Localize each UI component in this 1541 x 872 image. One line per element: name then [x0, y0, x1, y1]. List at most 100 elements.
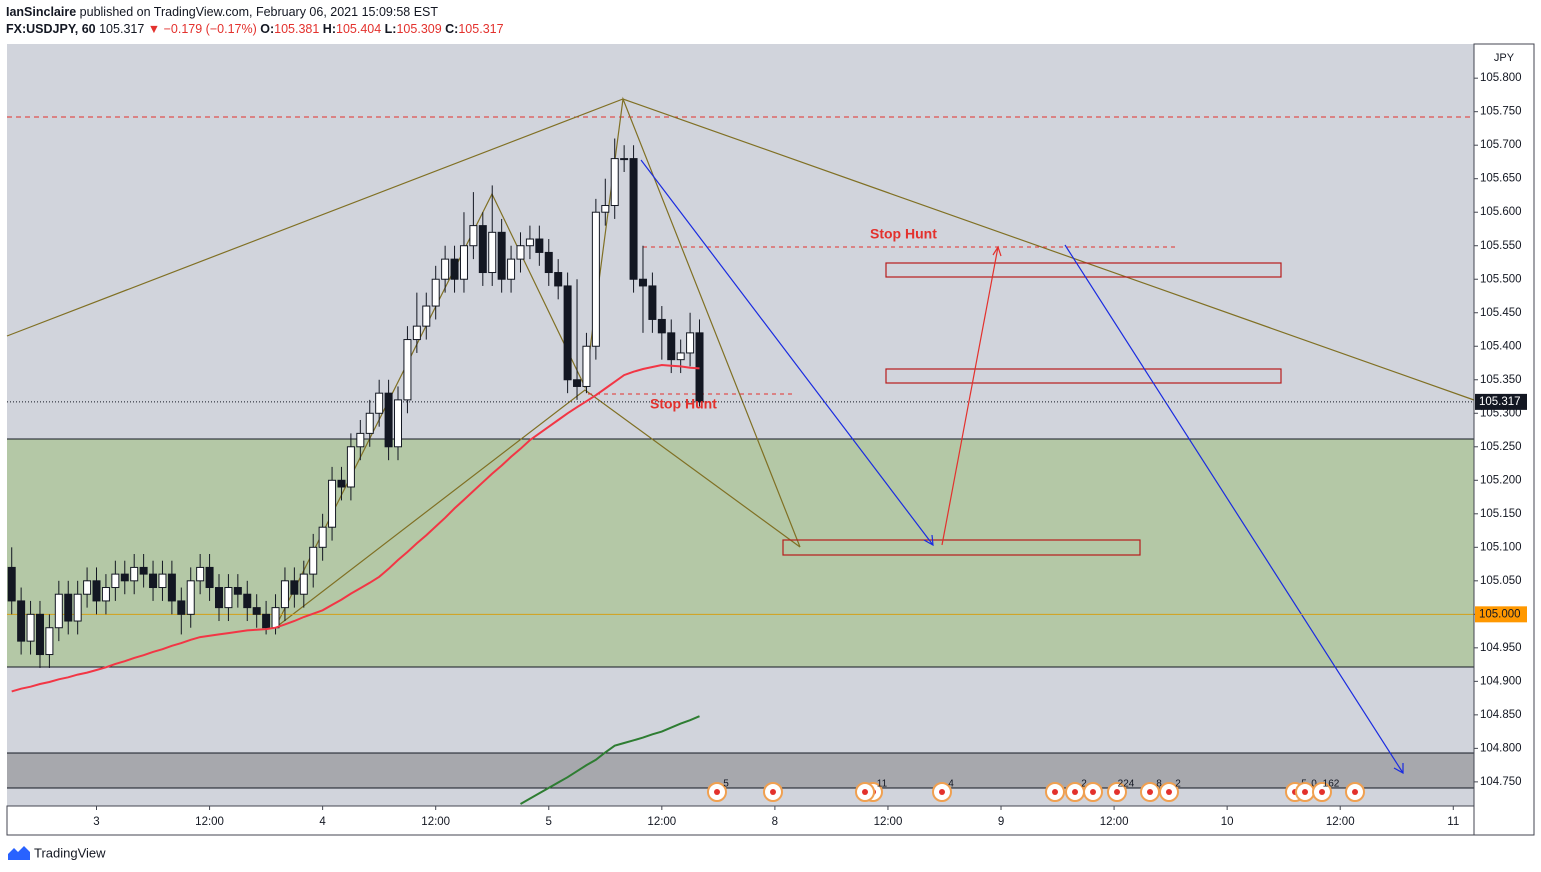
annotation: Stop Hunt — [870, 226, 937, 242]
change: ▼ −0.179 (−0.17%) — [147, 22, 257, 36]
candle-body — [535, 238, 544, 253]
candle-body — [554, 272, 563, 287]
symbol: FX:USDJPY, 60 — [6, 22, 96, 36]
candle-body — [459, 245, 468, 280]
candle-body — [601, 205, 610, 213]
candle-body — [35, 613, 44, 656]
x-tick-label: 12:00 — [874, 816, 903, 828]
x-tick-label: 11 — [1447, 816, 1459, 828]
plot — [7, 138, 1474, 805]
event-dot — [1319, 789, 1325, 795]
candle-body — [525, 238, 534, 247]
l-label: L: — [384, 22, 397, 36]
y-tick-label: 105.200 — [1480, 474, 1522, 486]
event-dot — [1352, 789, 1358, 795]
candle-body — [544, 251, 553, 274]
x-tick-label: 12:00 — [1100, 816, 1129, 828]
candle-body — [582, 345, 591, 387]
candle-body — [591, 211, 600, 347]
y-tick-label: 105.150 — [1480, 508, 1522, 520]
candle-body — [478, 225, 487, 274]
candle-body — [101, 587, 110, 602]
event-count: 162 — [1323, 779, 1340, 790]
l: 105.309 — [396, 22, 442, 36]
candle-body — [384, 392, 393, 448]
candle-body — [205, 566, 214, 589]
candle-body — [111, 573, 120, 589]
candle-body — [196, 566, 205, 582]
candle-body — [149, 573, 158, 589]
candle-body — [271, 607, 280, 629]
y-tick-label: 105.700 — [1480, 139, 1522, 151]
candle-body — [252, 607, 261, 615]
candle-body — [83, 580, 92, 595]
event-count: 8 — [1156, 779, 1162, 790]
h: 105.404 — [336, 22, 382, 36]
y-tick-label: 105.050 — [1480, 575, 1522, 587]
candle-body — [356, 432, 365, 448]
annotation: Stop Hunt — [650, 396, 717, 412]
x-tick-label: 5 — [546, 816, 552, 828]
event-count: 2 — [1081, 779, 1087, 790]
candle-body — [130, 566, 139, 582]
candle-body — [441, 258, 450, 280]
candle-body — [64, 593, 73, 622]
event-count: 2 — [1175, 779, 1181, 790]
y-tick-label: 105.450 — [1480, 307, 1522, 319]
candle-body — [92, 580, 101, 602]
candle-body — [667, 332, 676, 361]
candle-body — [177, 600, 186, 615]
y-tick-label: 104.850 — [1480, 709, 1522, 721]
event-dot — [1072, 789, 1078, 795]
brand: TradingView — [34, 845, 106, 860]
candle-body — [686, 332, 695, 354]
quote-line: FX:USDJPY, 60 105.317 ▼ −0.179 (−0.17%) … — [6, 21, 504, 38]
candle-body — [563, 285, 572, 381]
x-tick-label: 10 — [1221, 816, 1234, 828]
candle-body — [224, 587, 233, 609]
candle-body — [488, 231, 497, 274]
y-tick-label: 105.600 — [1480, 206, 1522, 218]
last-price-label-bg — [1475, 393, 1527, 410]
o-label: O: — [260, 22, 275, 36]
y-tick-label: 105.500 — [1480, 273, 1522, 285]
candle-body — [394, 399, 403, 448]
y-tick-label: 104.800 — [1480, 742, 1522, 754]
unit-label: JPY — [1494, 52, 1515, 64]
header: IanSinclaire published on TradingView.co… — [6, 4, 504, 38]
candle-body — [139, 566, 148, 575]
event-count: 224 — [1118, 779, 1135, 790]
candle-body — [403, 339, 412, 401]
candle-body — [233, 587, 242, 595]
candle-body — [431, 278, 440, 307]
candle-body — [167, 573, 176, 602]
candle-body — [299, 573, 308, 595]
candle-body — [262, 613, 271, 629]
candle-body — [280, 580, 289, 609]
y-tick-label: 105.550 — [1480, 240, 1522, 252]
y-tick-label: 105.350 — [1480, 374, 1522, 386]
event-count: 4 — [948, 779, 954, 790]
x-tick-label: 3 — [93, 816, 99, 828]
event-dot — [1302, 789, 1308, 795]
candle-body — [412, 325, 421, 341]
event-dot — [862, 789, 868, 795]
candle-body — [629, 158, 638, 280]
candle-body — [516, 245, 525, 260]
event-count: 5 — [723, 779, 729, 790]
x-tick-label: 12:00 — [195, 816, 224, 828]
zone-borders — [7, 438, 1474, 789]
x-tick-label: 9 — [998, 816, 1004, 828]
candle-body — [337, 479, 346, 488]
x-tick-label: 4 — [319, 816, 326, 828]
level-price-label: 105.000 — [1479, 608, 1521, 620]
candle-body — [657, 318, 666, 334]
event-dot — [1090, 789, 1096, 795]
candle-body — [375, 392, 384, 414]
candle-body — [120, 573, 129, 582]
candle-body — [17, 600, 26, 642]
last: 105.317 — [99, 22, 145, 36]
reversal-arrow — [941, 245, 1002, 546]
y-tick-label: 105.750 — [1480, 106, 1522, 118]
candle-body — [214, 587, 223, 609]
